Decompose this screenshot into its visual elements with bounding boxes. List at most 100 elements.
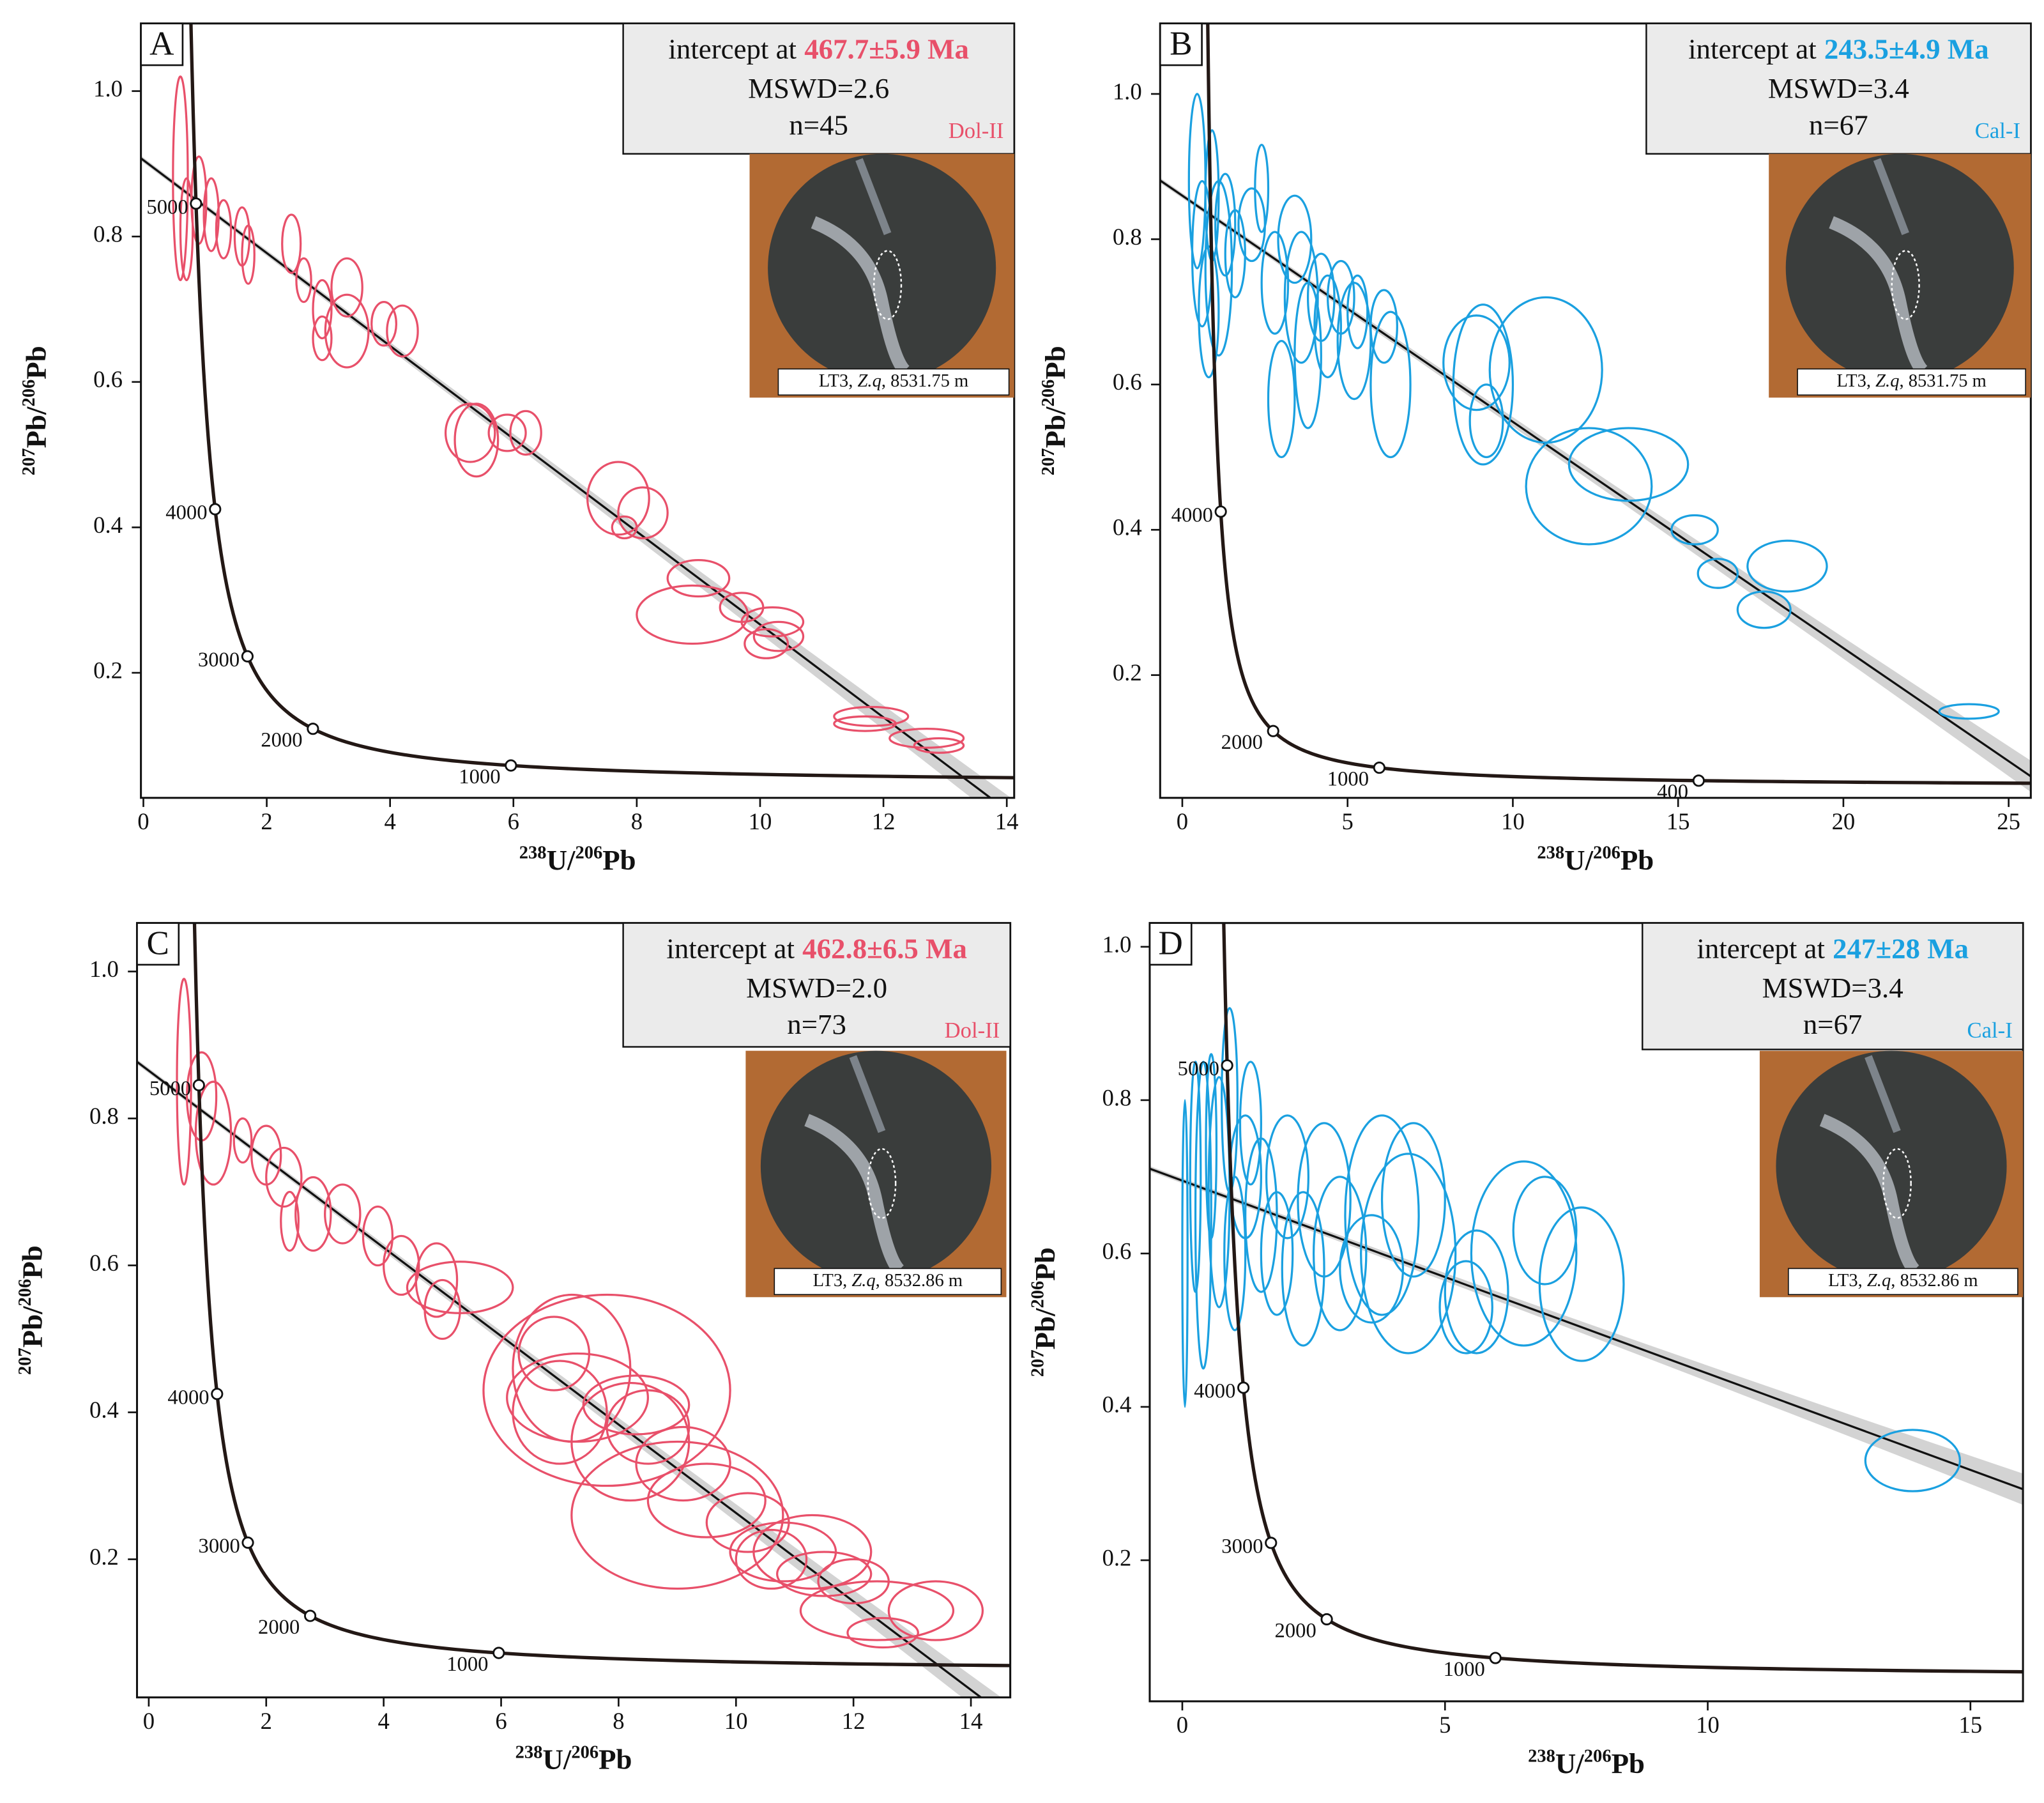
intercept-line: intercept at 467.7±5.9 Ma bbox=[668, 33, 969, 65]
data-ellipse bbox=[295, 257, 312, 303]
concordia-point bbox=[492, 1646, 505, 1659]
caption-part: LT3, bbox=[1828, 1270, 1867, 1290]
vein bbox=[855, 158, 892, 235]
data-ellipse bbox=[1512, 1176, 1578, 1285]
data-ellipse bbox=[1306, 252, 1336, 342]
caption-part: LT3, bbox=[819, 371, 858, 390]
data-ellipse bbox=[1864, 1429, 1962, 1492]
concordia-age-label: 1000 bbox=[1327, 767, 1369, 790]
panel-letter: B bbox=[1170, 26, 1192, 63]
data-ellipse bbox=[1267, 339, 1296, 459]
data-ellipse bbox=[646, 1462, 766, 1538]
x-tick-label: 2 bbox=[261, 808, 272, 834]
data-ellipse bbox=[454, 403, 500, 478]
vein bbox=[811, 216, 910, 376]
label-part: U/ bbox=[1555, 1747, 1584, 1779]
error-envelope bbox=[1149, 1166, 2024, 1505]
data-ellipse bbox=[241, 224, 256, 285]
label-part: Pb bbox=[1029, 1247, 1061, 1280]
data-ellipse bbox=[1746, 539, 1828, 593]
y-tick-label: 0.8 bbox=[89, 1103, 119, 1129]
data-ellipse bbox=[740, 606, 805, 638]
x-tick-label: 12 bbox=[872, 808, 896, 834]
x-tick-label: 10 bbox=[749, 808, 772, 834]
x-tick-label: 10 bbox=[1696, 1712, 1720, 1738]
data-ellipse bbox=[1452, 303, 1514, 466]
vein bbox=[804, 1114, 904, 1275]
y-tick-label: 0.4 bbox=[1113, 514, 1142, 541]
x-tick-label: 5 bbox=[1342, 808, 1354, 834]
data-ellipse bbox=[1380, 1122, 1446, 1278]
data-ellipse bbox=[265, 1146, 303, 1208]
panel-letter: A bbox=[149, 26, 174, 63]
data-ellipse bbox=[1938, 703, 2000, 720]
data-ellipse bbox=[1369, 289, 1398, 364]
data-ellipse bbox=[1442, 314, 1511, 411]
vein bbox=[1829, 216, 1928, 376]
label-part: Pb bbox=[20, 346, 52, 379]
x-tick-label: 25 bbox=[1997, 808, 2020, 834]
concordia-point bbox=[304, 1609, 317, 1622]
superscript: 206 bbox=[1038, 380, 1058, 407]
data-ellipse bbox=[1260, 231, 1290, 335]
info-box bbox=[1642, 922, 2024, 1050]
data-ellipse bbox=[611, 515, 638, 540]
concordia-point bbox=[1221, 1059, 1233, 1072]
caption-part: , 8531.75 m bbox=[881, 371, 968, 390]
concordia-age-label: 4000 bbox=[165, 502, 207, 525]
vein bbox=[849, 1055, 886, 1133]
data-ellipse bbox=[666, 558, 731, 598]
y-tick-label: 0.4 bbox=[89, 1397, 119, 1423]
x-tick-label: 8 bbox=[613, 1708, 624, 1734]
intercept-line: intercept at 243.5±4.9 Ma bbox=[1688, 33, 1989, 65]
label-part: Pb/ bbox=[17, 1306, 49, 1347]
y-tick-label: 0.2 bbox=[89, 1544, 119, 1570]
analysis-area bbox=[873, 250, 903, 320]
mswd: MSWD=2.6 bbox=[748, 72, 889, 104]
x-tick-label: 14 bbox=[959, 1708, 983, 1734]
label-part: Pb/ bbox=[20, 406, 52, 448]
panel-letter-box bbox=[1159, 22, 1203, 66]
data-ellipse bbox=[635, 1425, 731, 1502]
concordia-point bbox=[1320, 1613, 1333, 1626]
data-ellipse bbox=[1194, 1061, 1212, 1370]
info-box bbox=[1645, 22, 2032, 155]
data-ellipse bbox=[846, 1616, 919, 1649]
concordia-age-label: 5000 bbox=[146, 196, 188, 219]
intercept-age: 247±28 Ma bbox=[1833, 933, 1969, 965]
panel-letter-box bbox=[136, 922, 180, 966]
concordia-point bbox=[1489, 1652, 1502, 1664]
sample-mount bbox=[1785, 153, 2014, 382]
concordia-point bbox=[241, 1536, 254, 1549]
superscript: 206 bbox=[571, 1742, 599, 1762]
data-ellipse bbox=[752, 1514, 873, 1590]
intercept-age: 462.8±6.5 Ma bbox=[802, 933, 967, 965]
concordia-point bbox=[241, 650, 254, 663]
x-tick-label: 15 bbox=[1958, 1712, 1982, 1738]
data-ellipse bbox=[1336, 282, 1372, 401]
data-ellipse bbox=[1444, 1229, 1509, 1354]
panel-letter: D bbox=[1158, 925, 1182, 962]
panel-letter-box bbox=[1148, 922, 1193, 966]
data-ellipse bbox=[215, 199, 233, 259]
y-axis-label: 207Pb/206Pb bbox=[1028, 1247, 1061, 1377]
n-count: n=45 bbox=[789, 109, 848, 141]
y-tick-label: 1.0 bbox=[1113, 78, 1142, 104]
label-part: Pb bbox=[1621, 844, 1654, 876]
concordia-age-label: 4000 bbox=[1171, 503, 1213, 526]
y-tick-label: 0.6 bbox=[1102, 1238, 1131, 1264]
concordia-age-label: 5000 bbox=[1178, 1057, 1219, 1080]
plot-content bbox=[1160, 23, 2031, 792]
label-part: Pb/ bbox=[1029, 1308, 1061, 1349]
superscript: 206 bbox=[1028, 1281, 1048, 1308]
concordia-point bbox=[211, 1388, 224, 1400]
data-ellipse bbox=[415, 1242, 459, 1318]
data-ellipse bbox=[444, 403, 496, 463]
label-part: U/ bbox=[547, 844, 576, 876]
data-ellipse bbox=[1312, 1176, 1368, 1331]
superscript: 238 bbox=[519, 843, 547, 863]
caption-box bbox=[777, 368, 1010, 396]
n-count: n=67 bbox=[1809, 109, 1868, 141]
analysis-area bbox=[1882, 1147, 1912, 1219]
